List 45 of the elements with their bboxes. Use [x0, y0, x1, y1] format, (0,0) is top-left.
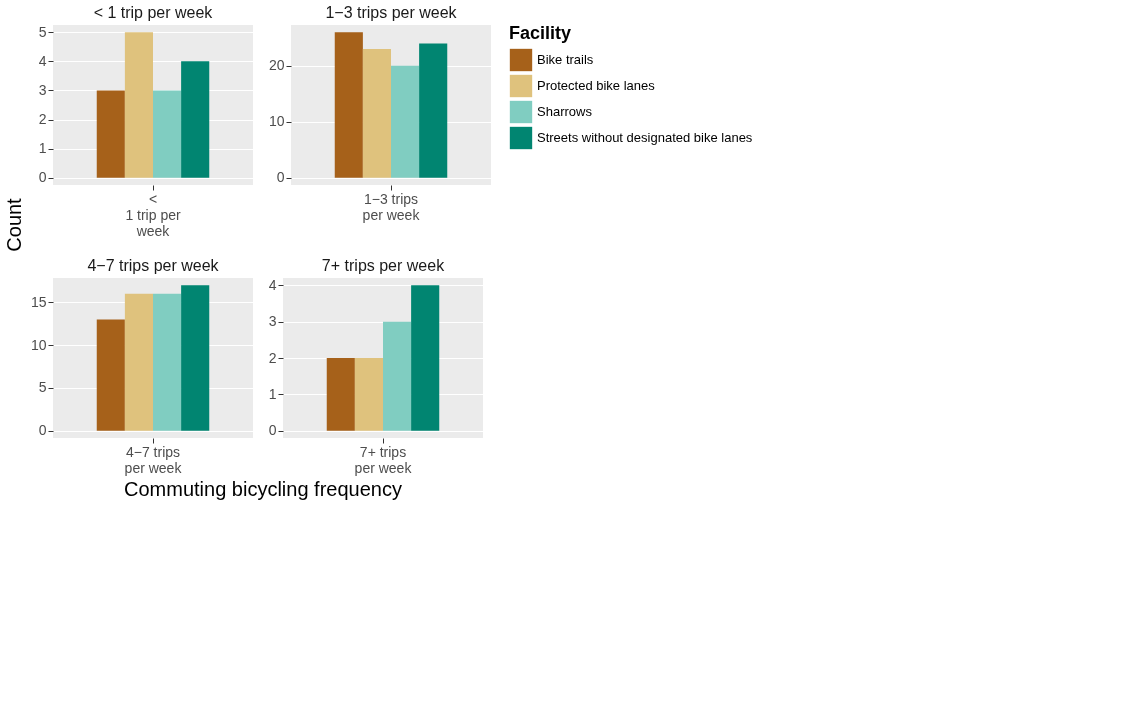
- y-tick-label: 10: [268, 113, 285, 130]
- bar: [96, 90, 125, 178]
- legend-label: Protected bike lanes: [537, 78, 656, 93]
- text: 1−3 trips per week: [362, 190, 421, 223]
- y-tick-label: 3: [268, 313, 277, 330]
- bar: [326, 358, 355, 431]
- bar: [334, 32, 363, 178]
- bar: [181, 285, 210, 431]
- y-axis-title: Count: [3, 197, 25, 252]
- y-tick-label: 3: [38, 81, 47, 98]
- y-tick-label: 0: [38, 422, 47, 439]
- y-tick-label: 4: [268, 276, 277, 293]
- bar: [383, 321, 412, 431]
- bar: [411, 285, 440, 431]
- bar: [153, 293, 182, 431]
- bar: [391, 65, 420, 178]
- y-tick-label: 5: [38, 23, 47, 40]
- bar: [124, 32, 153, 178]
- y-tick-label: 4: [38, 52, 47, 69]
- y-tick-label: 15: [30, 293, 47, 310]
- y-tick-label: 0: [276, 169, 285, 186]
- y-tick-label: 2: [38, 111, 47, 128]
- legend-label: Streets without designated bike lanes: [537, 130, 753, 145]
- y-tick-label: 1: [38, 140, 47, 157]
- legend-label: Bike trails: [537, 52, 594, 67]
- y-tick-label: 5: [38, 379, 47, 396]
- bar: [354, 358, 383, 431]
- y-tick-label: 2: [268, 349, 277, 366]
- text: < 1 trip per week: [125, 190, 181, 239]
- y-tick-label: 0: [268, 422, 277, 439]
- y-tick-label: 0: [38, 169, 47, 186]
- y-tick-label: 10: [30, 336, 47, 353]
- bar: [153, 90, 182, 178]
- text: 4−7 trips per week: [124, 443, 183, 476]
- bar: [96, 319, 125, 431]
- y-tick-label: 1: [268, 385, 277, 402]
- bar: [124, 293, 153, 431]
- y-tick-label: 20: [268, 57, 285, 74]
- legend-label: Sharrows: [537, 104, 593, 119]
- bar: [362, 49, 391, 178]
- legend-title: Facility: [509, 23, 572, 43]
- bar: [181, 61, 210, 178]
- x-axis-title: Commuting bicycling frequency: [124, 478, 402, 500]
- text: 7+ trips per week: [354, 443, 413, 476]
- bar: [419, 43, 448, 178]
